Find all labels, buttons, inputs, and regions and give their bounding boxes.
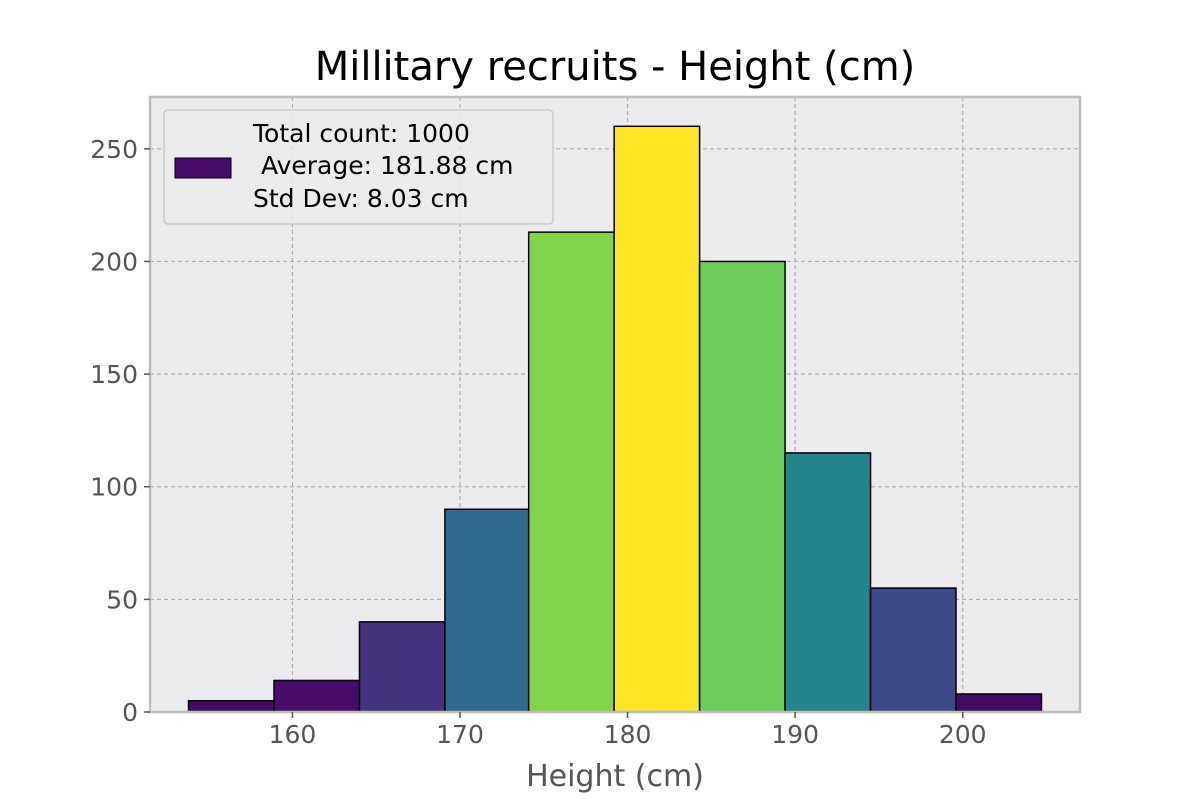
histogram-bar: [273, 679, 361, 713]
legend-box: [163, 109, 554, 225]
y-tick-label: 50: [106, 585, 138, 614]
histogram-bar: [444, 508, 530, 713]
histogram-bar: [527, 231, 615, 713]
x-tick-label: 200: [939, 720, 987, 749]
y-tick-label: 0: [122, 698, 138, 727]
x-tick-label: 190: [771, 720, 819, 749]
histogram-bar: [613, 125, 701, 713]
x-tick-label: 170: [436, 720, 484, 749]
histogram-bar: [955, 693, 1043, 713]
plot-frame: [148, 95, 1082, 714]
x-axis-label: Height (cm): [526, 759, 704, 794]
histogram-bar: [869, 587, 957, 713]
legend-swatch: [174, 157, 232, 179]
legend-line-average: Average: 181.88 cm: [253, 151, 514, 180]
x-tick-label: 180: [604, 720, 652, 749]
legend-line-stddev: Std Dev: 8.03 cm: [253, 184, 469, 213]
y-tick-label: 250: [90, 135, 138, 164]
x-tick-label: 160: [269, 720, 317, 749]
histogram-bar: [187, 699, 275, 713]
histogram-bars: [187, 125, 1043, 713]
legend-line-total: Total count: 1000: [252, 119, 470, 148]
y-tick-label: 150: [90, 360, 138, 389]
histogram-bar: [784, 452, 872, 713]
y-tick-label: 200: [90, 247, 138, 276]
legend: Total count: 1000 Average: 181.88 cm Std…: [163, 109, 554, 225]
y-tick-label: 100: [90, 473, 138, 502]
histogram-bar: [698, 260, 786, 713]
chart-title: Millitary recruits - Height (cm): [315, 44, 916, 90]
histogram-bar: [358, 621, 446, 713]
axis-ticks: 160 170 180 190 200 0 50 100 150 200 250: [90, 135, 986, 749]
